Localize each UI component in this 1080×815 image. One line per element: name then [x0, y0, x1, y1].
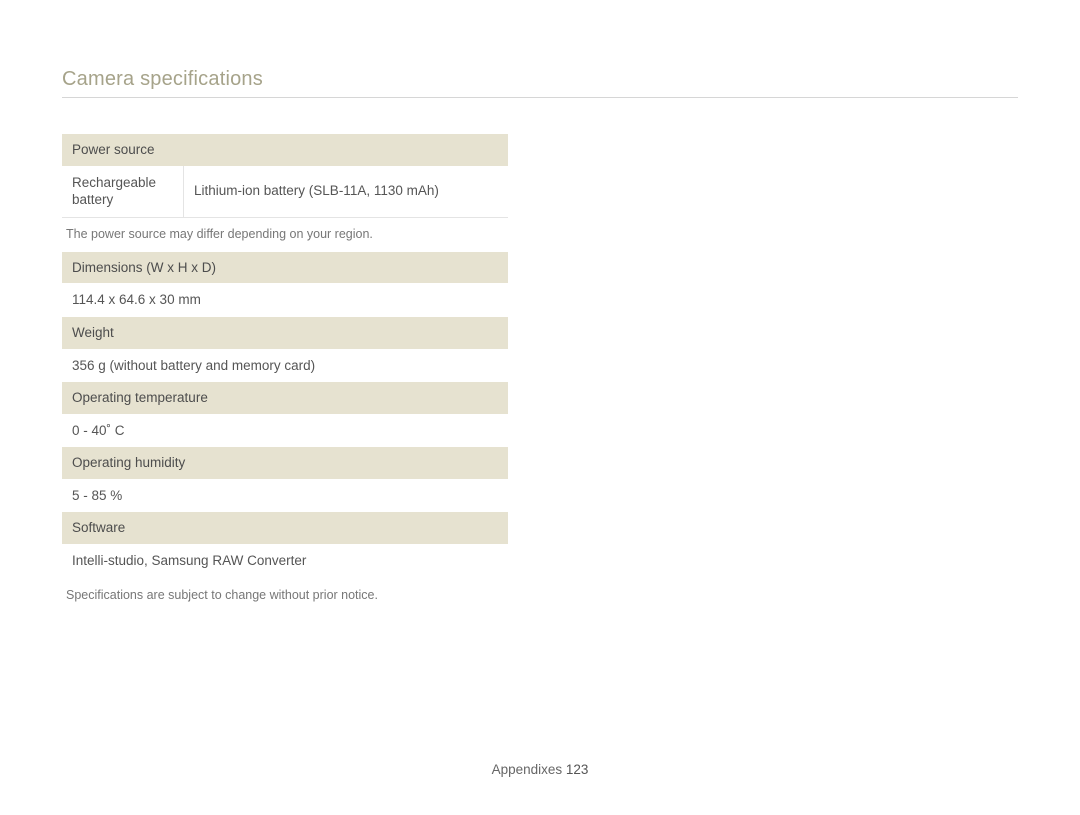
spec-table: Power source Rechargeable battery Lithiu…: [62, 134, 508, 604]
row-value-rechargeable-battery: Lithium-ion battery (SLB-11A, 1130 mAh): [184, 166, 508, 217]
note-power-source: The power source may differ depending on…: [62, 218, 508, 252]
row-value-weight: 356 g (without battery and memory card): [62, 349, 508, 383]
footer-label: Appendixes: [492, 762, 563, 777]
section-header-software: Software: [62, 512, 508, 544]
row-value-op-humidity: 5 - 85 %: [62, 479, 508, 513]
final-note: Specifications are subject to change wit…: [62, 577, 508, 603]
footer-page-number: 123: [566, 762, 589, 777]
page-footer: Appendixes 123: [0, 762, 1080, 777]
section-header-op-temp: Operating temperature: [62, 382, 508, 414]
section-header-power-source: Power source: [62, 134, 508, 166]
section-header-weight: Weight: [62, 317, 508, 349]
row-value-op-temp: 0 - 40˚ C: [62, 414, 508, 448]
section-header-op-humidity: Operating humidity: [62, 447, 508, 479]
section-header-dimensions: Dimensions (W x H x D): [62, 252, 508, 284]
page-container: Camera specifications Power source Recha…: [0, 0, 1080, 604]
row-value-software: Intelli-studio, Samsung RAW Converter: [62, 544, 508, 578]
row-value-dimensions: 114.4 x 64.6 x 30 mm: [62, 283, 508, 317]
table-row: Rechargeable battery Lithium-ion battery…: [62, 166, 508, 218]
page-title: Camera specifications: [62, 68, 1018, 98]
row-label-rechargeable-battery: Rechargeable battery: [62, 166, 184, 217]
